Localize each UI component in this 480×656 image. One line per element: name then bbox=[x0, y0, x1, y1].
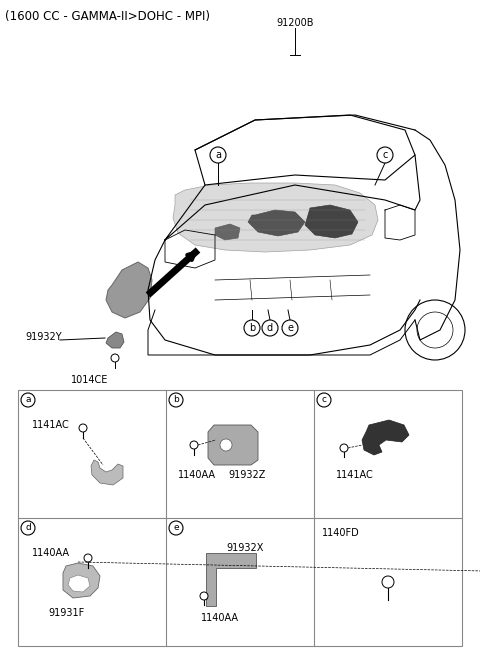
Polygon shape bbox=[173, 183, 378, 252]
Circle shape bbox=[21, 393, 35, 407]
Text: b: b bbox=[173, 396, 179, 405]
Text: b: b bbox=[249, 323, 255, 333]
Text: c: c bbox=[382, 150, 388, 160]
Circle shape bbox=[84, 554, 92, 562]
Text: 1014CE: 1014CE bbox=[72, 375, 108, 385]
Text: 1140AA: 1140AA bbox=[178, 470, 216, 480]
Circle shape bbox=[21, 521, 35, 535]
Circle shape bbox=[169, 521, 183, 535]
Circle shape bbox=[220, 439, 232, 451]
Text: d: d bbox=[267, 323, 273, 333]
Text: d: d bbox=[25, 523, 31, 533]
Polygon shape bbox=[248, 210, 305, 236]
Polygon shape bbox=[206, 553, 256, 606]
Text: e: e bbox=[173, 523, 179, 533]
Text: 91932Z: 91932Z bbox=[228, 470, 265, 480]
Circle shape bbox=[317, 393, 331, 407]
Text: 91932Y: 91932Y bbox=[25, 332, 61, 342]
Text: 1140FD: 1140FD bbox=[322, 528, 360, 538]
Circle shape bbox=[262, 320, 278, 336]
Circle shape bbox=[190, 441, 198, 449]
Text: e: e bbox=[287, 323, 293, 333]
Circle shape bbox=[244, 320, 260, 336]
Circle shape bbox=[79, 424, 87, 432]
Polygon shape bbox=[208, 425, 258, 465]
Circle shape bbox=[169, 393, 183, 407]
Polygon shape bbox=[106, 262, 152, 318]
Bar bbox=[18, 390, 462, 646]
Text: 1141AC: 1141AC bbox=[336, 470, 374, 480]
Text: 1140AA: 1140AA bbox=[32, 548, 70, 558]
Polygon shape bbox=[215, 224, 240, 240]
Polygon shape bbox=[106, 332, 124, 348]
Circle shape bbox=[210, 147, 226, 163]
Polygon shape bbox=[68, 575, 90, 592]
Text: 91200B: 91200B bbox=[276, 18, 314, 28]
Polygon shape bbox=[63, 563, 100, 598]
Text: 1141AC: 1141AC bbox=[32, 420, 70, 430]
Polygon shape bbox=[91, 460, 123, 485]
Circle shape bbox=[282, 320, 298, 336]
Circle shape bbox=[340, 444, 348, 452]
Circle shape bbox=[382, 576, 394, 588]
Text: 91932X: 91932X bbox=[226, 543, 264, 553]
Text: a: a bbox=[25, 396, 31, 405]
Polygon shape bbox=[362, 420, 409, 455]
Text: 1140AA: 1140AA bbox=[201, 613, 239, 623]
Polygon shape bbox=[305, 205, 358, 238]
Circle shape bbox=[200, 592, 208, 600]
Circle shape bbox=[377, 147, 393, 163]
Text: 91931F: 91931F bbox=[48, 608, 84, 618]
Text: a: a bbox=[215, 150, 221, 160]
Text: c: c bbox=[322, 396, 326, 405]
Text: (1600 CC - GAMMA-II>DOHC - MPI): (1600 CC - GAMMA-II>DOHC - MPI) bbox=[5, 10, 210, 23]
